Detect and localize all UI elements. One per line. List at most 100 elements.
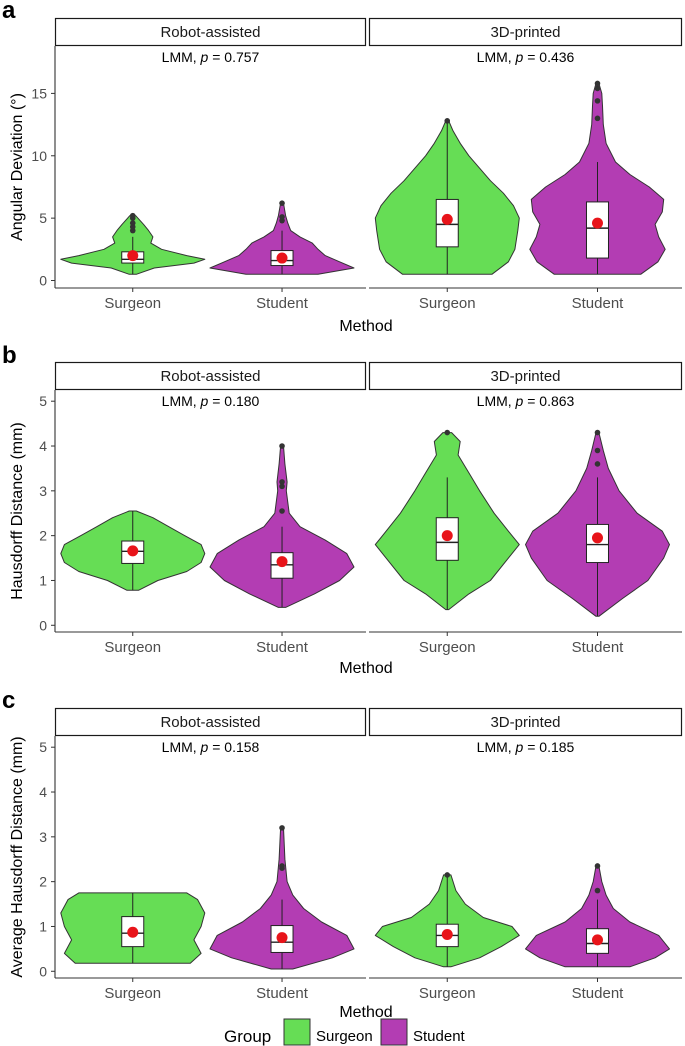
stat-annotation: LMM, p = 0.180 <box>162 393 260 409</box>
mean-point <box>127 545 139 557</box>
outlier-point <box>129 220 136 226</box>
y-tick-label: 3 <box>39 829 47 845</box>
legend: Group Surgeon Student <box>224 1018 466 1046</box>
y-tick-label: 10 <box>31 148 47 164</box>
violin-group-student <box>525 429 670 617</box>
facet-3d-printed: 3D-printed LMM, p = 0.863 Surgeon Student <box>368 361 683 656</box>
stat-annotation: LMM, p = 0.863 <box>477 393 575 409</box>
facet-strip <box>368 17 683 47</box>
facet-strip-label: Robot-assisted <box>160 714 260 731</box>
outlier-point <box>279 200 285 206</box>
y-tick-label: 1 <box>39 918 47 934</box>
outlier-point <box>594 429 601 436</box>
violin-group-student <box>529 80 666 275</box>
x-tick-label: Surgeon <box>104 295 161 312</box>
x-axis-title: Method <box>339 318 392 335</box>
mean-point <box>591 934 603 946</box>
violin-group-surgeon <box>60 510 206 591</box>
facet-robot-assisted: Robot-assisted LMM, p = 0.180 Surgeon Stude… <box>54 361 367 656</box>
mean-point <box>127 250 139 262</box>
y-axis-title: Hausdorff Distance (mm) <box>9 422 26 600</box>
outlier-point <box>279 443 285 449</box>
legend-label-student: Student <box>413 1028 466 1045</box>
facet-3d-printed: 3D-printed LMM, p = 0.185 Surgeon Student <box>368 707 683 1002</box>
facet-3d-printed: 3D-printed LMM, p = 0.436 Surgeon Student <box>368 17 683 312</box>
violin-group-student <box>209 443 355 608</box>
panel-c: c Average Hausdorff Distance (mm) 0 1 2 3 4 5 Me… <box>2 687 683 1021</box>
legend-title: Group <box>224 1027 271 1046</box>
mean-point <box>276 932 288 944</box>
y-tick-label: 0 <box>39 617 47 633</box>
facet-strip-label: Robot-assisted <box>160 368 260 385</box>
facet-robot-assisted: Robot-assisted LMM, p = 0.158 Surgeon Stude… <box>54 707 367 1002</box>
y-tick-label: 4 <box>39 784 47 800</box>
mean-point <box>591 532 603 544</box>
facet-strip <box>54 17 367 47</box>
stat-annotation: LMM, p = 0.436 <box>477 49 575 65</box>
outlier-point <box>279 825 285 831</box>
outlier-point <box>594 80 601 87</box>
x-tick-label: Surgeon <box>419 639 476 656</box>
y-tick-label: 2 <box>39 874 47 890</box>
outlier-point <box>279 508 285 514</box>
facet-strip-label: 3D-printed <box>490 368 560 385</box>
y-tick-label: 15 <box>31 85 47 101</box>
panel-label: c <box>2 687 15 714</box>
legend-label-surgeon: Surgeon <box>316 1028 373 1045</box>
facet-strip-label: Robot-assisted <box>160 24 260 41</box>
panel-a: a Angular Deviation (°) 0 5 10 15 Method Robot-… <box>2 0 683 335</box>
x-tick-label: Student <box>572 295 625 312</box>
stat-annotation: LMM, p = 0.158 <box>162 739 260 755</box>
outlier-point <box>279 863 285 869</box>
boxplot-box <box>585 523 609 564</box>
outlier-point <box>594 887 601 894</box>
x-axis-title: Method <box>339 1004 392 1021</box>
y-tick-label: 0 <box>39 273 47 289</box>
violin-group-surgeon <box>60 892 206 964</box>
legend-key-student <box>380 1018 408 1046</box>
panel-label: a <box>2 0 16 24</box>
panel-b: b Hausdorff Distance (mm) 0 1 2 3 4 5 Method Robo… <box>2 342 683 677</box>
stat-annotation: LMM, p = 0.757 <box>162 49 260 65</box>
y-tick-label: 0 <box>39 963 47 979</box>
facet-strip <box>368 707 683 737</box>
y-tick-label: 5 <box>39 739 47 755</box>
x-tick-label: Student <box>256 295 309 312</box>
outlier-point <box>444 429 451 436</box>
violin-group-student <box>209 825 355 970</box>
outlier-point <box>594 85 601 92</box>
facet-strip-label: 3D-printed <box>490 24 560 41</box>
legend-key-surgeon <box>283 1018 311 1046</box>
stat-annotation: LMM, p = 0.185 <box>477 739 575 755</box>
x-tick-label: Student <box>256 639 309 656</box>
outlier-point <box>279 479 285 485</box>
violin-group-surgeon <box>374 429 520 611</box>
facet-strip <box>54 707 367 737</box>
violin-group-surgeon <box>60 212 206 275</box>
outlier-point <box>279 214 285 220</box>
mean-point <box>441 530 453 542</box>
outlier-point <box>594 115 601 122</box>
facet-strip <box>54 361 367 391</box>
y-tick-label: 3 <box>39 483 47 499</box>
mean-point <box>276 556 288 568</box>
mean-point <box>276 252 288 264</box>
facet-strip <box>368 361 683 391</box>
outlier-point <box>444 872 451 878</box>
outlier-point <box>594 98 601 104</box>
outlier-point <box>594 461 601 467</box>
outlier-point <box>594 447 601 454</box>
facet-strip-label: 3D-printed <box>490 714 560 731</box>
outlier-point <box>594 863 601 869</box>
violin-group-student <box>525 863 670 968</box>
mean-point <box>441 213 453 225</box>
mean-point <box>591 217 603 229</box>
y-tick-label: 5 <box>39 393 47 409</box>
mean-point <box>441 929 453 941</box>
y-axis-title: Angular Deviation (°) <box>9 93 26 241</box>
outlier-point <box>444 118 451 124</box>
y-tick-label: 4 <box>39 438 47 454</box>
violin-group-student <box>209 200 355 275</box>
x-tick-label: Surgeon <box>104 639 161 656</box>
